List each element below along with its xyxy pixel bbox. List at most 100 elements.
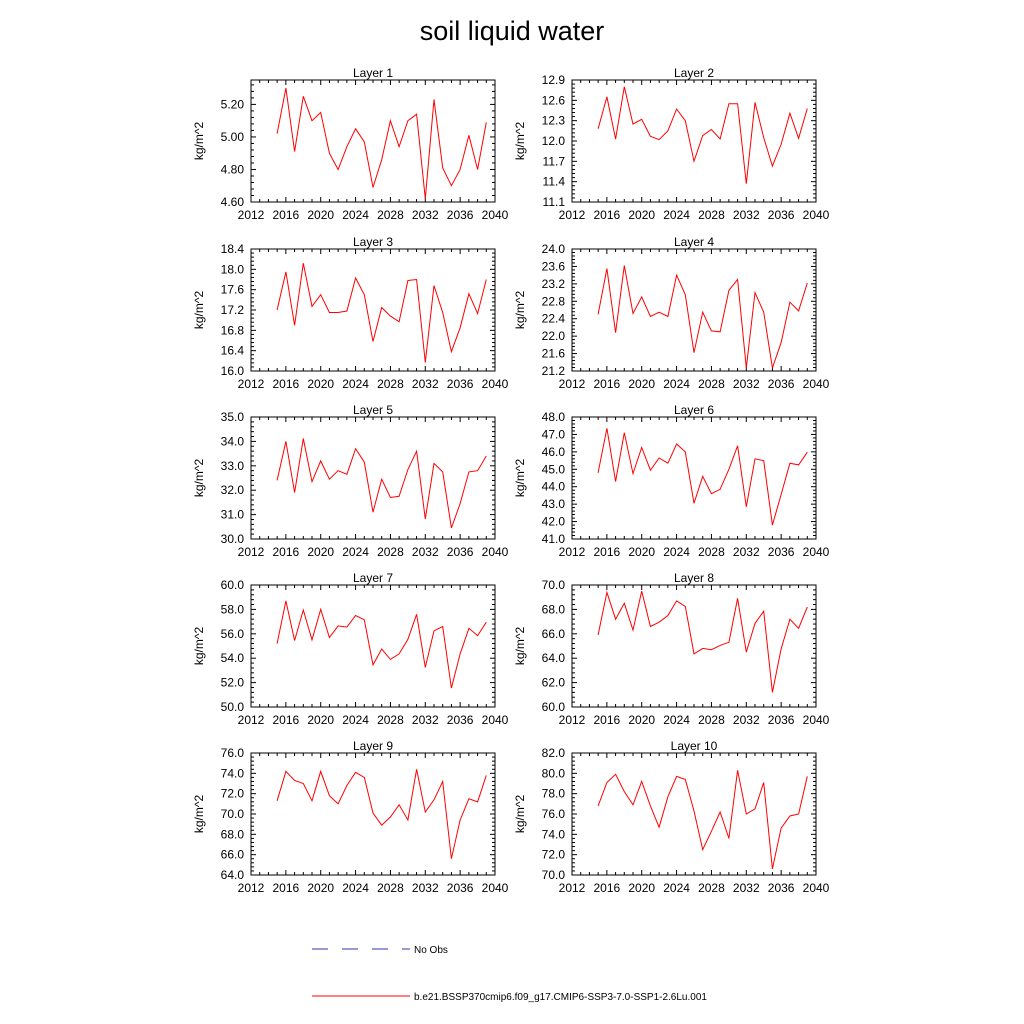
y-tick-label: 56.0 <box>221 627 245 641</box>
x-tick-label: 2012 <box>559 545 586 559</box>
panel-layer-9: Layer 9 2012 2016 2020 2024 2028 2032 2036 2040 6… <box>192 739 509 895</box>
y-tick-label: 60.0 <box>542 700 566 714</box>
y-tick-label: 42.0 <box>542 515 566 529</box>
y-tick-label: 50.0 <box>221 700 245 714</box>
y-axis-label: kg/m^2 <box>192 627 206 666</box>
y-tick-label: 5.00 <box>221 130 245 144</box>
x-tick-label: 2028 <box>377 713 404 727</box>
x-tick-label: 2016 <box>594 377 621 391</box>
y-tick-label: 31.0 <box>221 508 245 522</box>
x-tick-label: 2024 <box>663 713 690 727</box>
y-tick-label: 66.0 <box>221 848 245 862</box>
panel-layer-10: Layer 10 2012 2016 2020 2024 2028 2032 2036 2040… <box>513 739 830 895</box>
y-tick-label: 24.0 <box>542 242 566 256</box>
x-tick-label: 2040 <box>482 881 509 895</box>
panel-title: Layer 1 <box>353 66 393 80</box>
y-tick-label: 18.4 <box>221 242 245 256</box>
x-tick-label: 2040 <box>803 377 830 391</box>
y-tick-label: 41.0 <box>542 532 566 546</box>
y-tick-label: 72.0 <box>542 848 566 862</box>
panel-title: Layer 9 <box>353 739 393 753</box>
x-tick-label: 2024 <box>663 545 690 559</box>
y-tick-label: 11.4 <box>543 175 566 189</box>
x-tick-label: 2036 <box>768 881 795 895</box>
y-tick-label: 11.7 <box>543 154 566 168</box>
x-tick-label: 2020 <box>628 545 655 559</box>
y-tick-label: 30.0 <box>221 532 245 546</box>
panel-title: Layer 6 <box>674 403 714 417</box>
x-tick-label: 2036 <box>768 713 795 727</box>
series-line <box>276 769 487 859</box>
x-tick-label: 2012 <box>238 377 265 391</box>
y-tick-label: 66.0 <box>542 627 566 641</box>
y-tick-label: 82.0 <box>542 746 566 760</box>
x-tick-label: 2036 <box>447 377 474 391</box>
x-tick-label: 2012 <box>238 208 265 222</box>
y-tick-label: 21.2 <box>542 364 566 378</box>
y-tick-label: 46.0 <box>542 445 566 459</box>
x-tick-label: 2028 <box>698 545 725 559</box>
x-tick-label: 2016 <box>594 713 621 727</box>
x-tick-label: 2024 <box>663 377 690 391</box>
y-axis-label: kg/m^2 <box>192 291 206 330</box>
panel-title: Layer 10 <box>671 739 718 753</box>
legend-no-obs-label: No Obs <box>414 945 448 956</box>
x-tick-label: 2016 <box>273 881 300 895</box>
x-tick-label: 2020 <box>628 377 655 391</box>
y-tick-label: 48.0 <box>542 410 566 424</box>
panel-layer-8: Layer 8 2012 2016 2020 2024 2028 2032 2036 2040 6… <box>513 571 830 727</box>
series-line <box>276 600 487 689</box>
y-tick-label: 44.0 <box>542 480 566 494</box>
panel-layer-6: Layer 6 2012 2016 2020 2024 2028 2032 2036 2040 4… <box>513 403 830 559</box>
x-tick-label: 2024 <box>342 713 369 727</box>
y-tick-label: 70.0 <box>221 807 245 821</box>
y-tick-label: 22.0 <box>542 329 566 343</box>
x-tick-label: 2028 <box>377 377 404 391</box>
y-tick-label: 72.0 <box>221 787 245 801</box>
panel-layer-2: Layer 2 2012 2016 2020 2024 2028 2032 2036 2040 1… <box>513 66 830 222</box>
x-tick-label: 2036 <box>447 713 474 727</box>
y-tick-label: 12.0 <box>542 134 566 148</box>
figure-title: soil liquid water <box>420 16 605 46</box>
x-tick-label: 2032 <box>412 545 439 559</box>
x-tick-label: 2028 <box>377 545 404 559</box>
panel-layer-7: Layer 7 2012 2016 2020 2024 2028 2032 2036 2040 5… <box>192 571 509 727</box>
series-line <box>276 88 487 199</box>
y-tick-label: 11.1 <box>543 195 566 209</box>
series-line <box>597 265 808 369</box>
panel-layer-5: Layer 5 2012 2016 2020 2024 2028 2032 2036 2040 3… <box>192 403 509 559</box>
x-tick-label: 2036 <box>447 881 474 895</box>
x-tick-label: 2024 <box>342 881 369 895</box>
plot-frame <box>250 416 496 540</box>
y-tick-label: 54.0 <box>221 651 245 665</box>
x-tick-label: 2024 <box>663 208 690 222</box>
x-tick-label: 2016 <box>594 881 621 895</box>
panels-group: Layer 1 2012 2016 2020 2024 2028 2032 2036 2040 4… <box>192 66 830 895</box>
x-tick-label: 2040 <box>482 545 509 559</box>
x-tick-label: 2020 <box>307 881 334 895</box>
plot-frame <box>250 752 496 876</box>
y-tick-label: 47.0 <box>542 427 566 441</box>
x-tick-label: 2012 <box>559 713 586 727</box>
x-tick-label: 2032 <box>733 713 760 727</box>
x-tick-label: 2036 <box>447 545 474 559</box>
x-tick-label: 2016 <box>273 208 300 222</box>
x-tick-label: 2024 <box>342 545 369 559</box>
x-tick-label: 2012 <box>559 377 586 391</box>
y-tick-label: 58.0 <box>221 602 245 616</box>
x-tick-label: 2024 <box>342 377 369 391</box>
x-tick-label: 2040 <box>803 208 830 222</box>
y-tick-label: 17.2 <box>221 303 245 317</box>
y-tick-label: 22.8 <box>542 294 566 308</box>
x-tick-label: 2012 <box>238 881 265 895</box>
panel-layer-1: Layer 1 2012 2016 2020 2024 2028 2032 2036 2040 4… <box>192 66 509 222</box>
x-tick-label: 2032 <box>733 208 760 222</box>
series-line <box>597 86 808 184</box>
x-tick-label: 2032 <box>412 377 439 391</box>
x-tick-label: 2040 <box>803 545 830 559</box>
series-line <box>597 770 808 870</box>
y-axis-label: kg/m^2 <box>513 795 527 834</box>
y-tick-label: 12.6 <box>542 93 566 107</box>
y-tick-label: 74.0 <box>542 827 566 841</box>
y-tick-label: 33.0 <box>221 459 245 473</box>
